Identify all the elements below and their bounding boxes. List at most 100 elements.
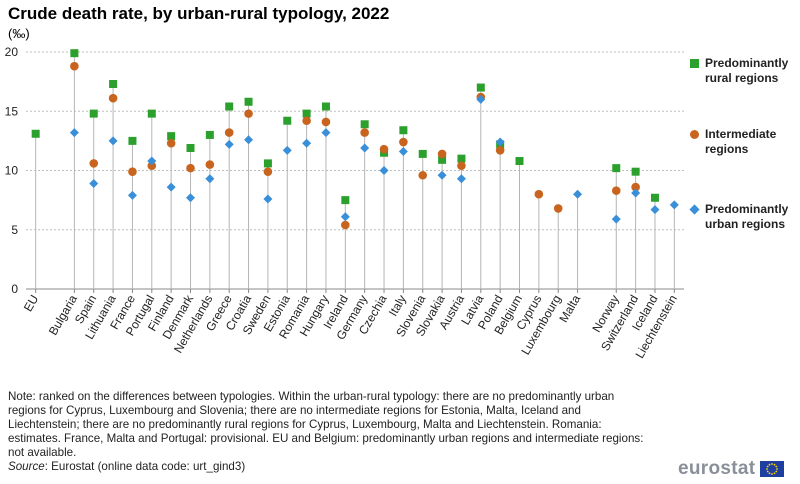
chart-source: Source: Eurostat (online data code: urt_… [8, 460, 245, 473]
point-rural [31, 129, 40, 138]
point-urban [669, 200, 679, 210]
point-urban [89, 179, 99, 189]
point-intermediate [186, 163, 195, 173]
point-urban [340, 212, 350, 222]
point-intermediate [341, 220, 350, 230]
point-intermediate [321, 117, 331, 127]
point-rural [147, 109, 156, 118]
legend-item-intermediate: Intermediate regions [690, 127, 800, 157]
y-tick-label: 5 [11, 223, 18, 237]
chart-title: Crude death rate, by urban-rural typolog… [8, 4, 390, 23]
point-urban [398, 147, 408, 157]
point-intermediate [399, 137, 408, 147]
point-intermediate [224, 128, 234, 137]
point-rural [418, 149, 427, 158]
point-intermediate [534, 189, 544, 199]
point-rural [360, 120, 369, 129]
point-urban [186, 193, 195, 203]
point-intermediate [205, 160, 215, 169]
point-urban [166, 182, 176, 192]
point-urban [650, 205, 660, 215]
point-urban [127, 190, 137, 200]
point-rural [128, 136, 137, 145]
chart-note: Note: ranked on the differences between … [8, 390, 644, 459]
legend-label-urban: Predominantly urban regions [705, 202, 789, 231]
point-rural [225, 102, 234, 111]
y-tick-label: 20 [5, 45, 19, 59]
logo-text: eurostat [678, 458, 756, 479]
y-axis-unit: (‰) [8, 26, 30, 41]
point-urban [379, 166, 389, 175]
point-urban [224, 139, 234, 149]
point-urban [495, 137, 505, 147]
point-urban [631, 188, 641, 198]
point-rural [89, 109, 98, 118]
point-urban [302, 138, 312, 148]
point-rural [302, 109, 311, 118]
point-rural [205, 130, 214, 139]
source-text: : Eurostat (online data code: urt_gind3) [44, 460, 246, 473]
point-rural [244, 97, 253, 106]
point-rural [109, 79, 118, 88]
point-intermediate [70, 61, 79, 71]
point-intermediate [611, 186, 621, 195]
point-urban [360, 143, 370, 153]
point-intermediate [379, 144, 389, 154]
point-rural [186, 143, 195, 152]
legend-label-intermediate: Intermediate regions [705, 127, 777, 156]
point-rural [515, 157, 524, 166]
point-rural [167, 132, 176, 141]
point-intermediate [495, 146, 505, 155]
point-urban [321, 128, 331, 138]
point-rural [612, 164, 621, 173]
point-intermediate [166, 138, 176, 148]
point-rural [650, 193, 659, 202]
point-rural [341, 196, 350, 205]
point-urban [205, 174, 215, 184]
eu-flag-icon [760, 461, 785, 477]
point-rural [283, 116, 292, 125]
point-urban [456, 174, 466, 184]
point-intermediate [418, 170, 428, 180]
point-rural [476, 83, 485, 92]
source-label: Source [8, 460, 45, 473]
point-intermediate [437, 149, 447, 159]
point-intermediate [360, 128, 369, 137]
legend-item-rural: Predominantly rural regions [690, 56, 800, 86]
point-intermediate [263, 167, 273, 176]
legend-label-rural: Predominantly rural regions [705, 56, 789, 85]
eurostat-logo: eurostat [678, 458, 785, 480]
y-tick-label: 15 [5, 104, 19, 118]
x-tick-label: EU [21, 293, 41, 314]
point-intermediate [553, 204, 563, 213]
point-intermediate [128, 167, 137, 176]
legend-diamond-marker [689, 204, 700, 215]
point-rural [631, 167, 640, 176]
y-tick-label: 10 [5, 164, 19, 178]
point-intermediate [147, 161, 157, 171]
legend-item-urban: Predominantly urban regions [689, 202, 800, 232]
x-tick-label: Malta [556, 292, 583, 325]
point-rural [457, 154, 466, 163]
point-intermediate [89, 159, 99, 168]
point-urban [263, 194, 273, 204]
point-urban [476, 94, 486, 104]
point-intermediate [302, 116, 311, 126]
point-intermediate [457, 161, 466, 171]
legend-circle-marker [690, 130, 699, 139]
point-urban [573, 189, 583, 199]
point-urban [69, 128, 79, 138]
point-rural [263, 159, 272, 168]
point-urban [244, 135, 254, 145]
point-urban [147, 156, 157, 166]
point-urban [611, 214, 621, 224]
y-tick-label: 0 [11, 282, 18, 296]
point-urban [282, 145, 292, 155]
point-rural [438, 155, 447, 164]
point-rural [399, 126, 408, 135]
point-rural [70, 49, 79, 58]
point-intermediate [244, 109, 253, 118]
point-rural [321, 102, 330, 111]
point-intermediate [108, 93, 118, 103]
